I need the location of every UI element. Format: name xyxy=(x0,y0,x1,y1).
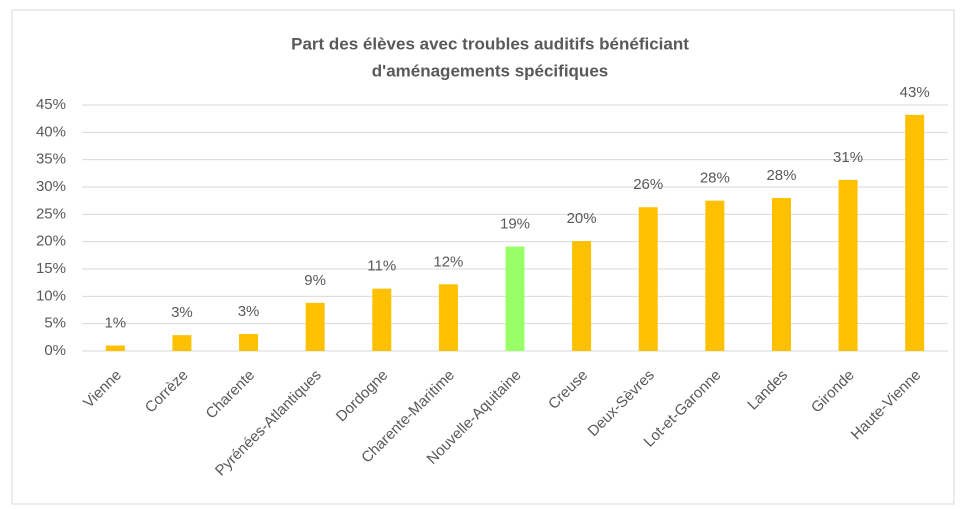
y-tick-label: 0% xyxy=(44,342,66,359)
bar xyxy=(838,179,858,351)
bar xyxy=(505,246,525,351)
data-label: 31% xyxy=(833,149,863,166)
bar xyxy=(305,302,325,351)
y-tick-label: 45% xyxy=(36,96,66,113)
data-label: 1% xyxy=(104,315,126,332)
y-tick-label: 40% xyxy=(36,123,66,140)
data-label: 43% xyxy=(900,84,930,101)
chart-title: d'aménagements spécifiques xyxy=(372,61,608,80)
data-label: 19% xyxy=(500,216,530,233)
bar xyxy=(438,284,458,351)
data-label: 11% xyxy=(367,258,396,275)
y-tick-label: 25% xyxy=(36,205,66,222)
bar xyxy=(172,335,192,351)
data-label: 3% xyxy=(171,304,193,321)
data-label: 26% xyxy=(633,176,663,193)
bar xyxy=(771,197,791,351)
bar xyxy=(638,207,658,351)
data-label: 12% xyxy=(433,253,463,270)
y-tick-label: 20% xyxy=(36,233,66,250)
bar xyxy=(105,345,125,351)
bar xyxy=(372,288,392,351)
data-label: 20% xyxy=(567,210,597,227)
y-tick-label: 35% xyxy=(36,151,66,168)
y-tick-label: 30% xyxy=(36,178,66,195)
chart-border xyxy=(11,9,955,505)
chart-title: Part des élèves avec troubles auditifs b… xyxy=(291,34,689,53)
data-label: 28% xyxy=(700,170,730,187)
data-label: 9% xyxy=(304,272,326,289)
bar xyxy=(905,114,925,351)
data-label: 28% xyxy=(766,167,796,184)
bar xyxy=(705,200,725,351)
y-tick-label: 5% xyxy=(44,315,66,332)
bar xyxy=(239,334,259,351)
bar xyxy=(572,241,592,351)
y-tick-label: 15% xyxy=(36,260,66,277)
y-tick-label: 10% xyxy=(36,287,66,304)
data-label: 3% xyxy=(238,303,260,320)
